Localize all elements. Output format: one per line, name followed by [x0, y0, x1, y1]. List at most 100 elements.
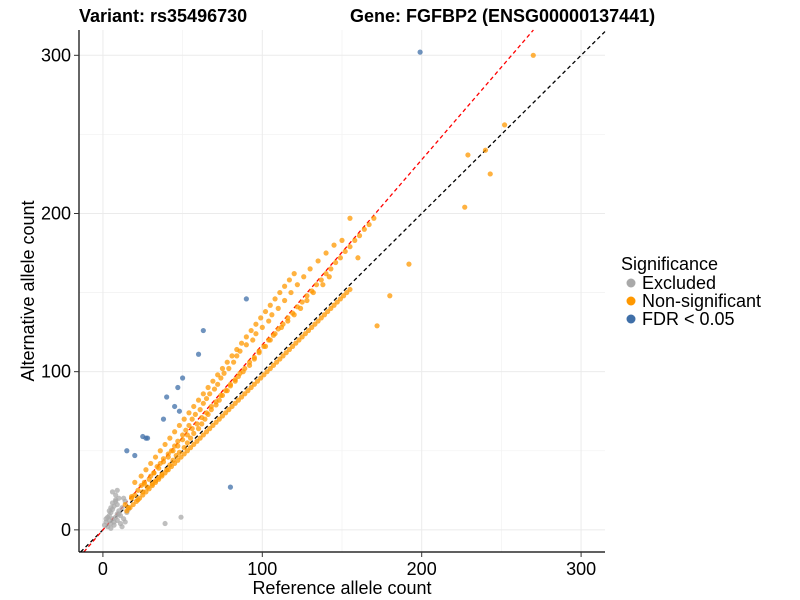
point-non-significant — [234, 346, 240, 353]
point-non-significant — [309, 288, 315, 294]
point-non-significant — [207, 426, 213, 432]
point-non-significant — [199, 414, 205, 421]
point-non-significant — [211, 386, 218, 392]
point-non-significant — [277, 289, 283, 296]
point-non-significant — [266, 318, 272, 324]
point-non-significant — [200, 391, 206, 397]
point-non-significant — [213, 399, 219, 405]
point-excluded — [114, 487, 120, 493]
point-non-significant — [192, 411, 198, 417]
point-non-significant — [286, 346, 292, 353]
point-non-significant — [270, 362, 277, 368]
point-non-significant — [234, 353, 240, 359]
point-non-significant — [256, 348, 262, 354]
point-non-significant — [337, 255, 344, 261]
point-non-significant — [130, 501, 136, 508]
point-non-significant — [199, 421, 205, 427]
point-non-significant — [187, 435, 194, 441]
point-non-significant — [221, 370, 227, 376]
point-non-significant — [132, 479, 138, 485]
point-non-significant — [172, 429, 178, 435]
point-non-significant — [136, 495, 143, 501]
point-non-significant — [347, 244, 353, 250]
point-non-significant — [238, 394, 245, 400]
point-non-significant — [293, 340, 299, 346]
point-excluded — [178, 514, 184, 520]
point-non-significant — [180, 437, 186, 443]
point-fdr-0-05 — [172, 403, 178, 410]
point-non-significant — [465, 152, 471, 158]
point-non-significant — [291, 271, 297, 277]
point-non-significant — [313, 282, 320, 288]
y-axis: 0 100 200 300 — [41, 45, 79, 540]
point-non-significant — [238, 340, 245, 346]
point-non-significant — [122, 501, 128, 508]
point-non-significant — [361, 226, 367, 232]
point-non-significant — [203, 410, 210, 416]
point-non-significant — [267, 302, 273, 308]
point-non-significant — [318, 315, 324, 321]
point-non-significant — [237, 370, 243, 376]
point-non-significant — [248, 327, 254, 334]
point-non-significant — [530, 52, 536, 58]
point-non-significant — [200, 400, 206, 406]
point-non-significant — [321, 312, 328, 318]
point-excluded — [119, 505, 125, 511]
point-non-significant — [162, 470, 168, 476]
point-fdr-0-05 — [176, 408, 183, 414]
point-non-significant — [253, 331, 259, 337]
point-non-significant — [258, 315, 264, 321]
point-non-significant — [248, 384, 254, 391]
point-non-significant — [178, 454, 184, 460]
point-non-significant — [280, 353, 286, 359]
point-non-significant — [304, 297, 310, 304]
x-axis-title: Reference allele count — [252, 578, 431, 598]
point-non-significant — [285, 315, 291, 321]
point-non-significant — [264, 369, 270, 375]
point-non-significant — [309, 324, 315, 330]
point-non-significant — [328, 266, 334, 272]
point-fdr-0-05 — [180, 375, 186, 381]
point-non-significant — [275, 326, 281, 332]
point-non-significant — [223, 388, 229, 394]
point-non-significant — [259, 324, 265, 330]
point-non-significant — [157, 448, 163, 454]
point-non-significant — [219, 413, 226, 419]
point-non-significant — [162, 441, 168, 448]
point-fdr-0-05 — [124, 448, 130, 454]
point-non-significant — [340, 293, 347, 299]
point-non-significant — [191, 430, 197, 436]
point-non-significant — [176, 449, 183, 455]
point-non-significant — [315, 258, 321, 264]
point-fdr-0-05 — [195, 351, 202, 357]
point-excluded — [119, 524, 125, 530]
point-non-significant — [191, 441, 197, 448]
point-excluded — [111, 522, 117, 528]
point-non-significant — [406, 261, 412, 267]
point-non-significant — [194, 421, 200, 427]
point-non-significant — [333, 259, 339, 266]
point-non-significant — [270, 332, 277, 338]
point-non-significant — [296, 337, 302, 343]
point-non-significant — [160, 459, 167, 465]
point-fdr-0-05 — [164, 394, 170, 400]
point-non-significant — [205, 384, 211, 391]
point-non-significant — [251, 381, 257, 387]
point-non-significant — [216, 416, 222, 422]
point-non-significant — [146, 476, 152, 482]
reference-line-identity — [80, 31, 606, 553]
point-non-significant — [135, 487, 141, 493]
legend-title: Significance — [621, 254, 718, 274]
point-excluded — [113, 497, 119, 503]
point-fdr-0-05 — [200, 327, 206, 334]
point-non-significant — [232, 400, 238, 406]
point-non-significant — [191, 403, 197, 410]
chart-title-variant: Variant: rs35496730 — [79, 6, 247, 26]
point-non-significant — [184, 432, 190, 438]
point-non-significant — [138, 473, 144, 479]
point-non-significant — [462, 204, 468, 210]
point-non-significant — [149, 482, 155, 489]
point-excluded — [109, 489, 116, 495]
point-non-significant — [342, 248, 348, 255]
point-non-significant — [304, 293, 310, 299]
